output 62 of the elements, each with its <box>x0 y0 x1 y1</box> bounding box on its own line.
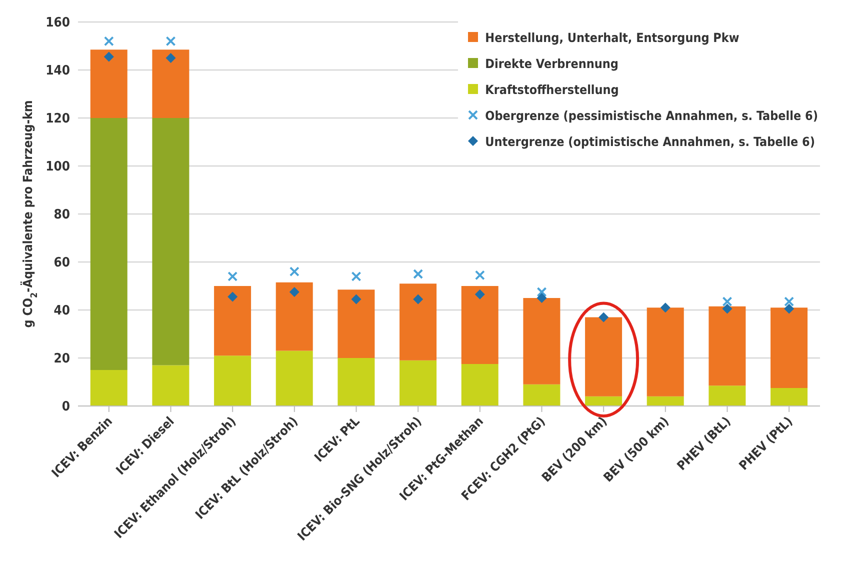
point <box>536 293 547 303</box>
bar <box>152 50 190 118</box>
bar <box>90 50 128 118</box>
y-tick-label: 20 <box>54 352 70 367</box>
point <box>413 269 424 279</box>
point <box>351 294 362 304</box>
y-tick-label: 120 <box>46 112 70 127</box>
bar <box>90 370 128 406</box>
bar <box>708 386 746 406</box>
y-tick-label: 160 <box>46 16 70 31</box>
bar <box>152 118 190 366</box>
bar <box>770 388 808 406</box>
point <box>474 270 485 280</box>
bar <box>152 365 190 406</box>
bar <box>214 286 252 356</box>
bar <box>276 350 313 406</box>
point <box>228 292 238 302</box>
point <box>598 312 609 322</box>
bar <box>276 282 313 351</box>
point <box>536 287 547 297</box>
y-tick-label: 60 <box>54 256 70 271</box>
bar <box>338 358 375 406</box>
y-tick-label: 80 <box>54 208 70 223</box>
bar <box>523 384 560 406</box>
bar <box>338 290 375 358</box>
y-tick-label: 0 <box>62 400 70 415</box>
point <box>474 289 485 300</box>
bar <box>90 118 128 370</box>
point <box>166 36 176 46</box>
point <box>413 294 424 304</box>
y-tick-label: 40 <box>54 304 70 319</box>
bar <box>400 360 437 406</box>
point <box>166 53 176 63</box>
point <box>104 36 114 46</box>
legend-label: Kraftstoffherstellung <box>485 82 619 96</box>
bar <box>585 317 622 396</box>
legend-label: Direkte Verbrennung <box>485 56 618 70</box>
bar <box>585 396 622 406</box>
y-tick-label: 100 <box>46 160 70 175</box>
point <box>660 302 670 313</box>
y-tick-label: 140 <box>46 64 70 79</box>
point <box>784 296 794 307</box>
legend-label: Untergrenze (optimistische Annahmen, s. Tabelle 6) <box>485 134 815 148</box>
legend-label: Herstellung, Unterhalt, Entsorgung Pkw <box>485 30 740 44</box>
point <box>289 266 300 277</box>
bar <box>400 284 437 360</box>
bar <box>461 364 498 406</box>
bar <box>461 286 498 364</box>
point <box>784 304 794 314</box>
point <box>104 52 114 62</box>
point <box>289 287 300 297</box>
point <box>722 296 732 307</box>
point <box>351 271 362 282</box>
bar <box>523 298 560 384</box>
legend-label: Obergrenze (pessimistische Annahmen, s. Tabelle 6) <box>485 108 818 122</box>
point <box>228 271 238 282</box>
point <box>722 304 732 314</box>
bar <box>646 396 684 406</box>
bar <box>646 308 684 396</box>
bar <box>770 308 808 388</box>
bar <box>214 356 252 406</box>
bar <box>708 306 746 386</box>
